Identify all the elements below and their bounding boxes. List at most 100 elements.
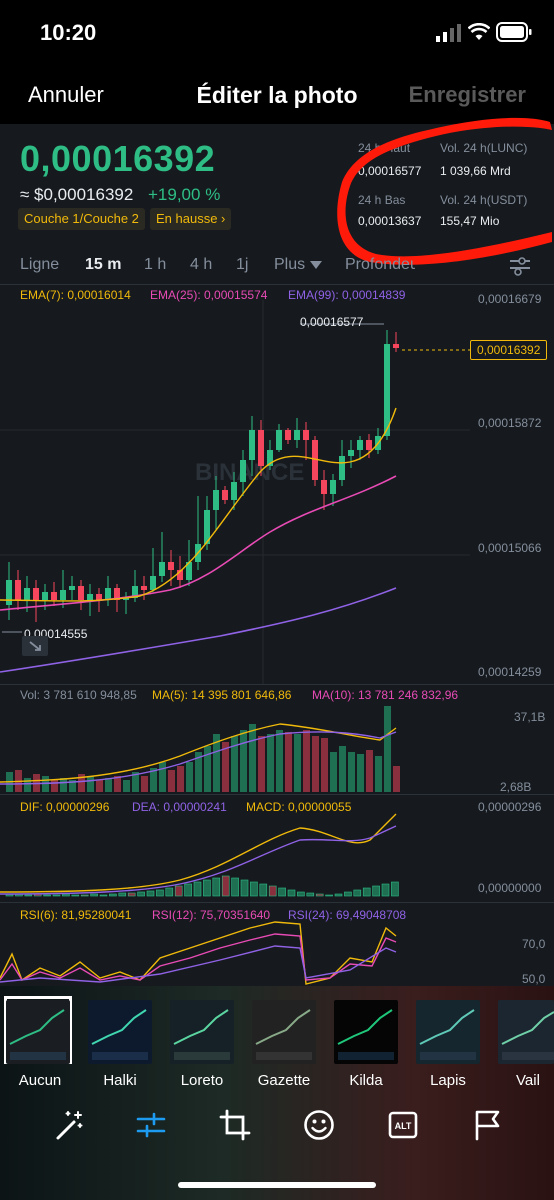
flag-icon[interactable]	[470, 1108, 504, 1142]
last-price: 0,00016392	[20, 138, 216, 179]
crop-icon[interactable]	[218, 1108, 252, 1142]
divider	[0, 284, 554, 285]
filter-thumb-vail[interactable]	[498, 1000, 554, 1064]
filter-thumb-aucun[interactable]	[6, 1000, 70, 1064]
candle-body	[312, 440, 318, 480]
macd-bar	[362, 887, 371, 897]
candle-body	[213, 490, 219, 510]
filter-thumb-loreto[interactable]	[170, 1000, 234, 1064]
candle-body	[33, 588, 39, 600]
macd-bar	[156, 889, 164, 897]
macd-bar	[80, 894, 89, 897]
candle-body	[393, 344, 399, 348]
candle-body	[231, 482, 237, 500]
candle-body	[69, 586, 75, 590]
alt-text-icon[interactable]: ALT	[386, 1108, 420, 1142]
candle-body	[6, 580, 12, 605]
macd-bar	[240, 879, 249, 897]
chart-settings-icon[interactable]	[508, 254, 532, 276]
tf-depth[interactable]: Profondeur	[345, 256, 415, 273]
cancel-button[interactable]: Annuler	[28, 82, 104, 107]
candle-body	[114, 588, 120, 600]
price-change: +19,00 %	[148, 185, 221, 204]
filter-thumb-halki[interactable]	[88, 1000, 152, 1064]
volume-bar	[114, 776, 121, 792]
candle-body	[294, 430, 300, 440]
ma5-label: MA(5): 14 395 801 646,86	[152, 688, 292, 702]
candle-body	[132, 586, 138, 598]
candle-body	[51, 592, 57, 600]
volume-bar	[105, 778, 112, 792]
tf-4h[interactable]: 4 h	[190, 256, 213, 273]
macd-bar	[297, 891, 305, 897]
page-title: Éditer la photo	[196, 82, 358, 108]
filter-thumb-kilda[interactable]	[334, 1000, 398, 1064]
low-label: 24 h Bas	[358, 193, 406, 207]
status-bar	[0, 0, 554, 64]
filter-label-kilda[interactable]: Kilda	[349, 1072, 383, 1089]
candle-body	[204, 510, 210, 544]
macd-bar	[137, 891, 145, 897]
candle-body	[276, 430, 282, 450]
tf-15m[interactable]: 15 m	[85, 256, 122, 273]
volume-bar	[159, 762, 166, 792]
dif-label: DIF: 0,00000296	[20, 800, 110, 814]
emoji-icon[interactable]	[302, 1108, 336, 1142]
usd-price: ≈ $0,00016392	[20, 185, 134, 204]
magic-wand-icon[interactable]	[52, 1108, 86, 1142]
save-button[interactable]: Enregistrer	[408, 82, 526, 107]
filter-thumb-gazette[interactable]	[252, 1000, 316, 1064]
macd-bar	[221, 875, 230, 897]
macd-bar	[381, 883, 390, 897]
candle-body	[249, 430, 255, 460]
volume-bar	[312, 736, 319, 792]
volume-axis-bottom: 2,68B	[500, 780, 532, 794]
macd-axis-bottom: 0,00000000	[478, 881, 542, 895]
candle-body	[24, 588, 30, 600]
tf-more[interactable]: Plus	[274, 256, 306, 273]
filter-label-aucun[interactable]: Aucun	[18, 1072, 62, 1089]
candle-body	[267, 450, 273, 466]
candle-body	[42, 592, 48, 600]
sliders-icon[interactable]	[134, 1108, 168, 1142]
price-axis-1: 0,00016679	[478, 292, 542, 306]
candle-body	[177, 570, 183, 580]
filter-thumb-lapis[interactable]	[416, 1000, 480, 1064]
filter-label-gazette[interactable]: Gazette	[257, 1072, 311, 1089]
fullscreen-icon[interactable]	[22, 636, 48, 656]
volume-bar	[78, 774, 85, 792]
macd-bar	[146, 890, 155, 897]
macd-bar	[353, 889, 362, 897]
tf-line[interactable]: Ligne	[20, 256, 60, 273]
filter-label-vail[interactable]: Vail	[516, 1072, 540, 1089]
volume-bar	[267, 734, 274, 792]
divider	[0, 902, 554, 903]
filter-label-loreto[interactable]: Loreto	[180, 1072, 224, 1089]
volume-bar	[96, 780, 103, 792]
macd-bar	[127, 892, 136, 897]
candle-body	[330, 480, 336, 494]
macd-bar	[109, 893, 117, 897]
status-time: 10:20	[40, 20, 97, 45]
candle-body	[321, 480, 327, 494]
tf-1d[interactable]: 1j	[236, 256, 249, 273]
filter-label-halki[interactable]: Halki	[103, 1072, 137, 1089]
candle-body	[357, 440, 363, 450]
volume-bar	[141, 776, 148, 792]
tf-1h[interactable]: 1 h	[144, 256, 167, 273]
dea-label: DEA: 0,00000241	[132, 800, 227, 814]
candle-body	[15, 580, 21, 600]
high-marker: 0,00016577	[300, 315, 364, 329]
volume-bar	[366, 750, 373, 792]
candle-body	[384, 344, 390, 436]
candle-body	[168, 562, 174, 570]
volume-bar	[69, 780, 76, 792]
candle-body	[303, 430, 309, 440]
filter-label-lapis[interactable]: Lapis	[430, 1072, 466, 1089]
vol-usdt-label: Vol. 24 h(USDT)	[440, 193, 528, 207]
volume-bar	[321, 738, 328, 792]
macd-bar	[250, 881, 258, 897]
category-tag: Couche 1/Couche 2	[18, 208, 145, 230]
ema25-label: EMA(25): 0,00015574	[150, 288, 268, 302]
volume-bar	[357, 754, 364, 792]
